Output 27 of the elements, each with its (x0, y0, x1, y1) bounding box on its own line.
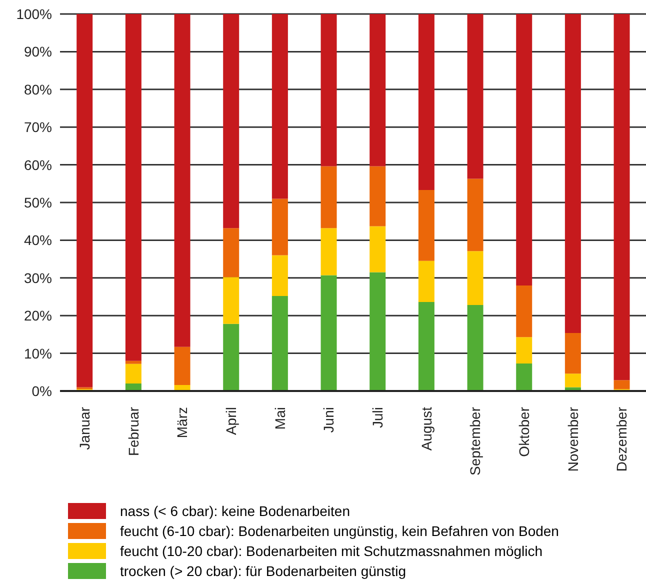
y-tick-label: 70% (24, 119, 52, 136)
y-tick-label: 90% (24, 44, 52, 60)
x-tick-label: September (467, 406, 484, 476)
x-tick-label: Januar (76, 406, 92, 450)
y-tick-label: 10% (24, 345, 52, 362)
x-tick-label: August (418, 406, 434, 451)
y-tick-label: 40% (24, 232, 52, 248)
legend-label: feucht (10-20 cbar): Bodenarbeiten mit Schutzmassnahmen möglich (120, 543, 543, 559)
legend-label: feucht (6-10 cbar): Bodenarbeiten ungünstig, kein Befahren von Boden (120, 523, 559, 539)
y-tick-label: 100% (16, 6, 52, 22)
y-tick-label: 80% (24, 81, 52, 98)
x-tick-label: Mai (272, 407, 288, 430)
legend-label: trocken (> 20 cbar): für Bodenarbeiten günstig (120, 563, 406, 579)
x-tick-label: Juni (320, 407, 337, 433)
x-tick-label: November (564, 406, 581, 472)
x-tick-label: März (174, 407, 190, 438)
y-tick-label: 0% (32, 382, 52, 399)
y-tick-label: 60% (24, 156, 52, 173)
legend-label: nass (< 6 cbar): keine Bodenarbeiten (120, 503, 350, 519)
x-tick-label: April (222, 407, 239, 436)
x-tick-label: Dezember (614, 406, 630, 472)
x-tick-label: Februar (125, 406, 142, 456)
x-tick-label: Oktober (516, 406, 532, 457)
y-tick-label: 30% (24, 270, 52, 286)
y-tick-label: 20% (24, 308, 52, 324)
y-tick-label: 50% (24, 194, 52, 210)
x-tick-label: Juli (369, 407, 386, 428)
